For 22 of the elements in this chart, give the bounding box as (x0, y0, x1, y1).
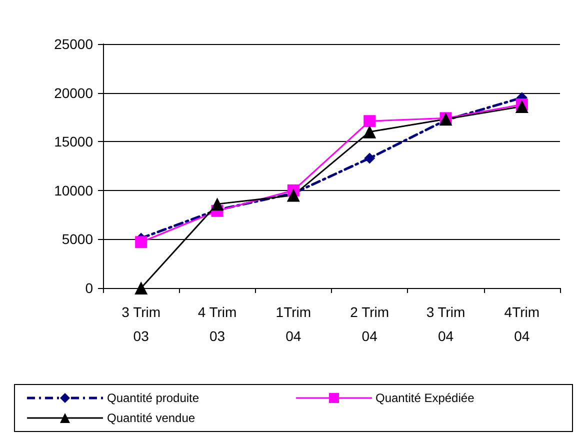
x-tick-label: 3 Trim 04 (426, 304, 466, 344)
point (210, 198, 224, 211)
legend-label: Quantité produite (107, 391, 200, 405)
x-tick-label: 3 Trim 03 (122, 304, 161, 344)
point (135, 236, 148, 248)
y-tick-label: 20000 (54, 84, 94, 101)
point (364, 115, 376, 128)
legend-label: Quantité vendue (107, 411, 196, 425)
point (364, 152, 376, 164)
y-tick-label: 10000 (54, 182, 94, 198)
y-tick-label: 25000 (54, 36, 94, 52)
y-tick-label: 5000 (62, 231, 94, 248)
x-tick-label: 2 Trim 04 (350, 304, 390, 344)
point (286, 188, 300, 202)
x-tick-label: 1Trim 04 (276, 304, 312, 344)
y-tick-label: 0 (85, 280, 94, 296)
point (363, 125, 376, 138)
legend-label: Quantité Expédiée (376, 391, 474, 405)
x-tick-label: 4Trim 04 (504, 304, 540, 344)
point (134, 282, 148, 294)
y-tick-label: 15000 (54, 134, 94, 150)
x-tick-label: 4 Trim 03 (198, 304, 237, 344)
